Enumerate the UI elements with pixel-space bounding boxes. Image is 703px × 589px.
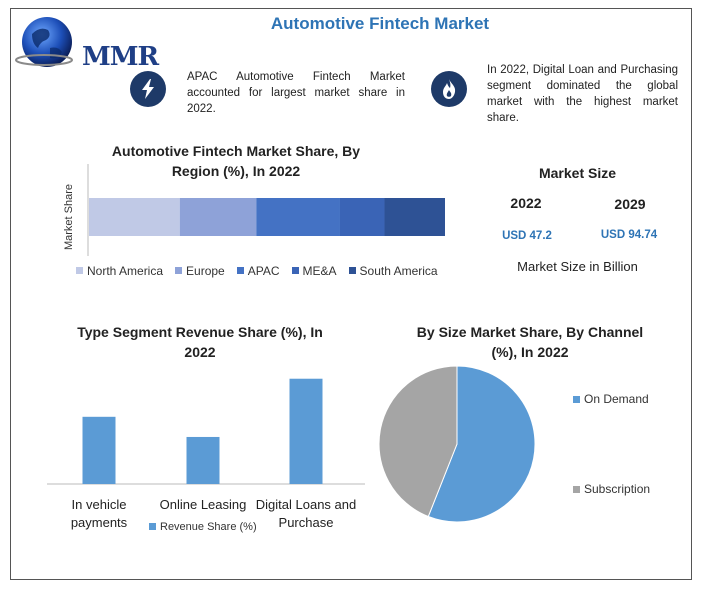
market-size-caption: Market Size in Billion	[517, 259, 638, 274]
insight-badge-2	[431, 71, 467, 107]
legend-swatch	[236, 267, 244, 274]
insight-badge-1	[130, 71, 166, 107]
legend-label: Europe	[186, 263, 225, 278]
region-chart-title: Automotive Fintech Market Share, By Regi…	[111, 143, 361, 179]
region-bar-europe	[179, 198, 257, 236]
pie-slice-subscription	[378, 365, 458, 518]
region-legend-north-america: North America	[76, 264, 163, 278]
market-size-value-2022: USD 47.2	[502, 230, 552, 242]
mmr-logo: MMR	[14, 12, 159, 74]
type-category-label-digital-loans-and-purchase: Digital Loans and Purchase	[256, 497, 356, 530]
lightning-icon	[142, 79, 154, 99]
type-category-label-online-leasing: Online Leasing	[160, 497, 247, 512]
type-bar-in-vehicle-payments	[82, 416, 116, 484]
pie-legend-swatch-subscription	[573, 486, 580, 493]
type-chart: In vehicle payments Online Leasing Digital …	[47, 378, 365, 533]
region-legend: North America Europe APAC ME&A South America	[76, 261, 496, 279]
legend-swatch	[291, 267, 299, 274]
market-size-year-2022: 2022	[510, 195, 542, 211]
region-bar-north-america	[89, 198, 180, 236]
legend-swatch	[76, 267, 83, 274]
pie-legend-label-subscription: Subscription	[584, 482, 650, 496]
legend-label: APAC	[247, 263, 280, 278]
region-chart: Market Share	[63, 164, 445, 256]
type-chart-title: Type Segment Revenue Share (%), In 2022	[77, 324, 323, 360]
legend-swatch	[175, 267, 183, 274]
region-chart-ylabel: Market Share	[63, 184, 75, 250]
region-bar-south-america	[384, 198, 445, 236]
logo-text: MMR	[82, 42, 159, 72]
pie-legend-swatch-on-demand	[573, 396, 580, 403]
legend-swatch	[348, 267, 356, 274]
region-bar-apac	[256, 198, 340, 236]
pie-legend-label-on-demand: On Demand	[584, 392, 649, 406]
type-legend-swatch	[149, 523, 156, 530]
region-legend-europe: Europe	[175, 264, 225, 278]
legend-label: ME&A	[302, 263, 337, 278]
region-legend-me-a: ME&A	[291, 263, 337, 278]
region-bar-me-a	[339, 198, 385, 236]
region-legend-south-america: South America	[348, 263, 438, 278]
pie-chart: On Demand Subscription	[378, 365, 650, 523]
globe-icon	[15, 17, 73, 67]
legend-label: North America	[87, 263, 164, 278]
market-size-panel: Market Size 2022 2029 USD 47.2 USD 94.74…	[470, 163, 685, 283]
type-bar-digital-loans-and-purchase	[289, 378, 323, 484]
market-size-value-2029: USD 94.74	[600, 229, 658, 241]
market-size-title: Market Size	[538, 165, 617, 181]
insight-text-2: In 2022, Digital Loan and Purchasing seg…	[487, 64, 678, 124]
type-bar-online-leasing	[186, 436, 220, 484]
type-legend-label: Revenue Share (%)	[160, 521, 257, 533]
legend-label: South America	[359, 263, 438, 278]
infographic-frame	[10, 8, 692, 580]
page-title: Automotive Fintech Market	[270, 14, 490, 33]
insight-text-1: APAC Automotive Fintech Market accounted…	[187, 71, 405, 115]
region-legend-apac: APAC	[236, 263, 280, 278]
flame-icon	[443, 79, 456, 99]
type-category-label-in-vehicle-payments: In vehicle payments	[71, 497, 128, 530]
pie-chart-title: By Size Market Share, By Channel (%), In…	[416, 324, 644, 360]
pie-slice-on-demand	[427, 365, 536, 523]
market-size-year-2029: 2029	[614, 196, 646, 212]
